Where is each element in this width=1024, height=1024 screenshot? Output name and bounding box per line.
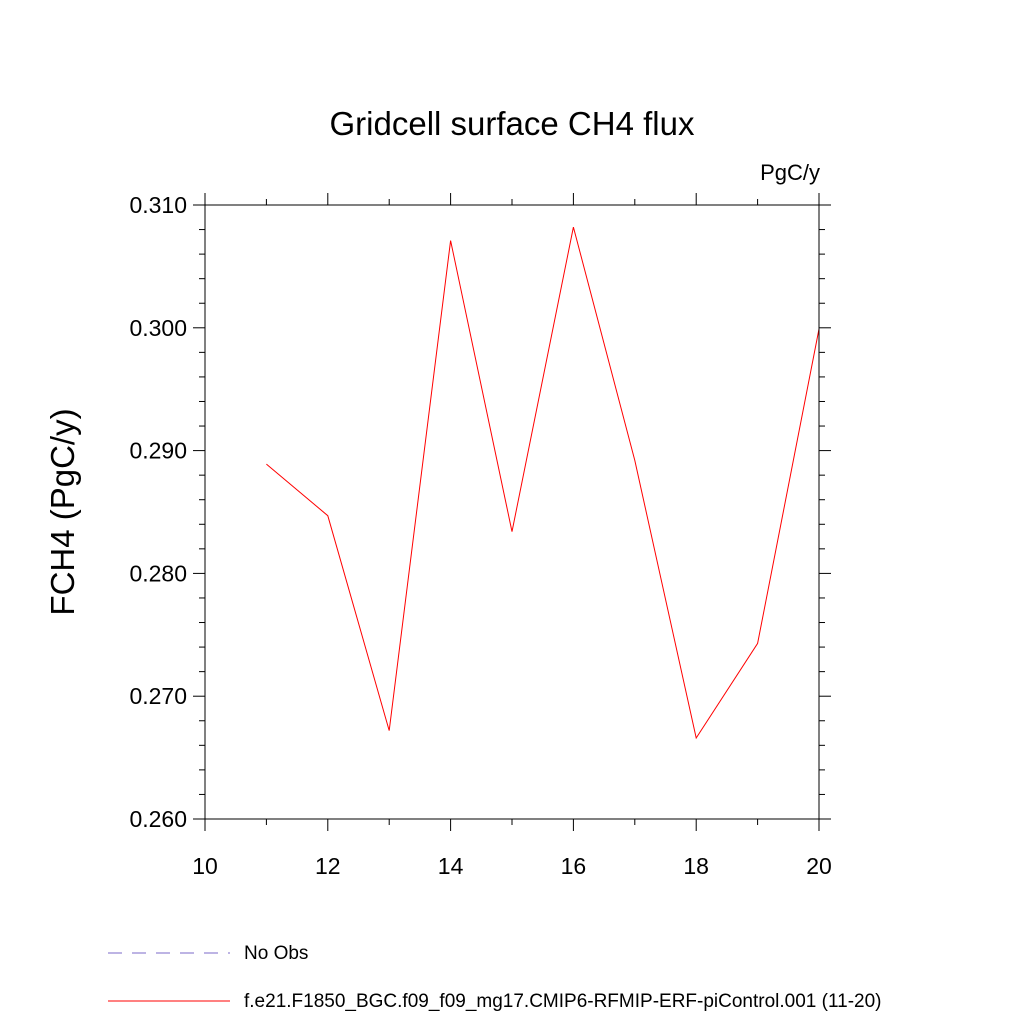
x-tick-label: 14 [438,853,464,879]
x-tick-label: 16 [561,853,587,879]
y-tick-label: 0.310 [129,192,187,218]
y-tick-label: 0.260 [129,806,187,832]
x-tick-label: 18 [683,853,709,879]
legend-label-model: f.e21.F1850_BGC.f09_f09_mg17.CMIP6-RFMIP… [244,991,881,1012]
series-line [266,226,820,740]
tick-labels: 10 12 14 16 18 20 0.260 0.270 0.280 0.290 0.300 0.3… [129,192,831,879]
chart-title: Gridcell surface CH4 flux [330,105,695,142]
legend: No Obs f.e21.F1850_BGC.f09_f09_mg17.CMIP… [108,943,881,1012]
y-tick-label: 0.270 [129,683,187,709]
y-tick-label: 0.290 [129,438,187,464]
y-tick-label: 0.300 [129,315,187,341]
plot-frame [204,204,820,820]
units-label: PgC/y [760,160,820,185]
x-tick-label: 20 [806,853,832,879]
series-layer [266,226,820,740]
y-axis-label: FCH4 (PgC/y) [44,408,81,615]
x-tick-label: 10 [192,853,218,879]
y-tick-label: 0.280 [129,560,187,586]
legend-label-no-obs: No Obs [244,943,308,964]
x-tick-label: 12 [315,853,341,879]
axis-ticks [193,193,831,831]
